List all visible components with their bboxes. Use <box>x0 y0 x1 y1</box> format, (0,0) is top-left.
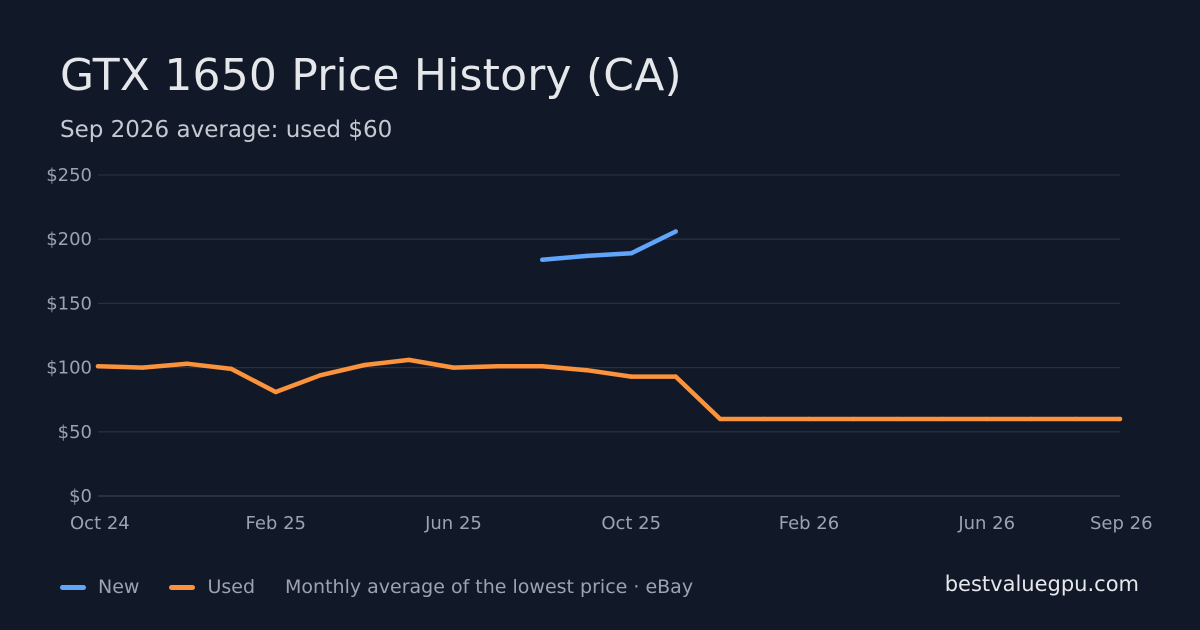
data-point-used <box>717 416 723 422</box>
data-point-used <box>229 366 234 372</box>
y-tick-label: $0 <box>69 486 92 507</box>
y-tick-label: $250 <box>46 165 92 186</box>
series-layer <box>95 229 1123 422</box>
data-point-used <box>184 361 190 366</box>
data-point-used <box>1073 416 1078 422</box>
data-point-used <box>495 364 501 369</box>
legend-item-used: Used <box>169 576 255 598</box>
data-point-new <box>584 253 589 259</box>
y-tick-label: $150 <box>46 293 92 314</box>
data-point-used <box>673 374 678 379</box>
x-tick-label: Feb 26 <box>779 513 840 534</box>
data-point-used <box>1028 416 1034 422</box>
data-point-used <box>540 364 545 369</box>
x-tick-label: Jun 26 <box>957 513 1015 534</box>
series-line-used <box>95 357 1123 422</box>
data-point-used <box>406 357 412 363</box>
data-point-used <box>317 373 323 378</box>
data-point-used <box>1117 416 1123 422</box>
series-line-new <box>540 229 678 262</box>
x-tick-label: Sep 26 <box>1090 513 1153 534</box>
y-tick-label: $200 <box>46 229 92 250</box>
chart-title: GTX 1650 Price History (CA) <box>60 50 682 101</box>
grid-layer <box>98 174 1120 497</box>
data-point-used <box>629 374 634 379</box>
data-point-used <box>762 416 767 422</box>
data-point-new <box>673 229 678 234</box>
data-point-used <box>806 416 812 422</box>
y-tick-label: $50 <box>58 422 92 443</box>
x-tick-label: Jun 25 <box>424 513 482 534</box>
data-point-used <box>95 364 101 369</box>
data-point-used <box>984 416 989 422</box>
data-point-used <box>362 362 367 368</box>
data-point-used <box>940 416 945 422</box>
legend-swatch-used <box>169 584 196 590</box>
data-point-used <box>451 365 456 370</box>
legend-note: Monthly average of the lowest price · eB… <box>285 576 694 598</box>
legend-label-used: Used <box>207 576 256 598</box>
x-tick-label: Oct 24 <box>70 513 130 534</box>
legend: New Used Monthly average of the lowest p… <box>60 574 693 600</box>
legend-label-new: New <box>98 576 140 598</box>
y-tick-label: $100 <box>46 358 92 379</box>
y-axis-ticks: $0 $50 $100 $150 $200 $250 <box>46 165 92 507</box>
data-point-used <box>140 365 145 370</box>
legend-swatch-new <box>60 584 86 590</box>
x-tick-label: Feb 25 <box>245 513 306 534</box>
data-point-used <box>895 416 901 422</box>
chart-subtitle: Sep 2026 average: used $60 <box>60 117 393 143</box>
x-axis-ticks: Oct 24 Feb 25 Jun 25 Oct 25 Feb 26 Jun 26 Sep … <box>70 513 1153 534</box>
x-tick-label: Oct 25 <box>601 513 661 534</box>
brand-link[interactable]: bestvaluegpu.com <box>944 572 1139 596</box>
data-point-new <box>540 257 545 262</box>
data-point-used <box>851 416 856 422</box>
legend-item-new: New <box>60 576 139 598</box>
data-point-used <box>273 389 278 395</box>
data-point-used <box>584 367 589 373</box>
data-point-new <box>629 251 634 256</box>
